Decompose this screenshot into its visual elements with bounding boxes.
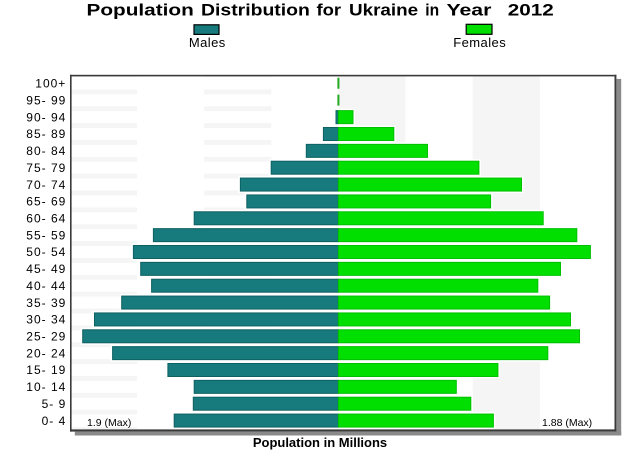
svg-text:2012: 2012 (508, 1, 554, 20)
svg-text:for: for (317, 0, 342, 19)
svg-text:Year: Year (447, 2, 492, 21)
svg-text:25- 29: 25- 29 (26, 329, 66, 343)
svg-text:1.9 (Max): 1.9 (Max) (87, 417, 131, 429)
svg-text:15- 19: 15- 19 (26, 363, 66, 377)
svg-text:0- 4: 0- 4 (42, 414, 67, 428)
svg-text:95- 99: 95- 99 (26, 93, 66, 107)
svg-text:35- 39: 35- 39 (26, 296, 66, 310)
svg-text:Population in Millions: Population in Millions (253, 435, 387, 450)
svg-text:20- 24: 20- 24 (26, 346, 66, 360)
svg-text:65- 69: 65- 69 (26, 195, 66, 209)
svg-text:50- 54: 50- 54 (26, 245, 66, 259)
svg-text:60- 64: 60- 64 (26, 211, 66, 225)
svg-text:1.88 (Max): 1.88 (Max) (542, 417, 592, 429)
svg-text:Females: Females (453, 35, 506, 50)
svg-text:70- 74: 70- 74 (26, 178, 66, 192)
svg-text:10- 14: 10- 14 (26, 380, 66, 394)
svg-text:85- 89: 85- 89 (26, 127, 66, 141)
svg-text:55- 59: 55- 59 (26, 228, 66, 242)
svg-text:75- 79: 75- 79 (26, 161, 66, 175)
svg-text:100+: 100+ (35, 77, 66, 91)
svg-text:Population: Population (87, 1, 194, 20)
svg-text:80- 84: 80- 84 (26, 144, 66, 158)
svg-text:30- 34: 30- 34 (26, 313, 66, 327)
svg-text:5- 9: 5- 9 (42, 397, 67, 411)
svg-text:in: in (425, 1, 439, 20)
svg-text:90- 94: 90- 94 (26, 110, 66, 124)
svg-text:Males: Males (189, 35, 226, 50)
svg-text:Ukraine: Ukraine (349, 1, 418, 20)
svg-text:Distribution: Distribution (201, 0, 310, 19)
svg-text:45- 49: 45- 49 (26, 262, 66, 276)
svg-text:40- 44: 40- 44 (26, 279, 66, 293)
